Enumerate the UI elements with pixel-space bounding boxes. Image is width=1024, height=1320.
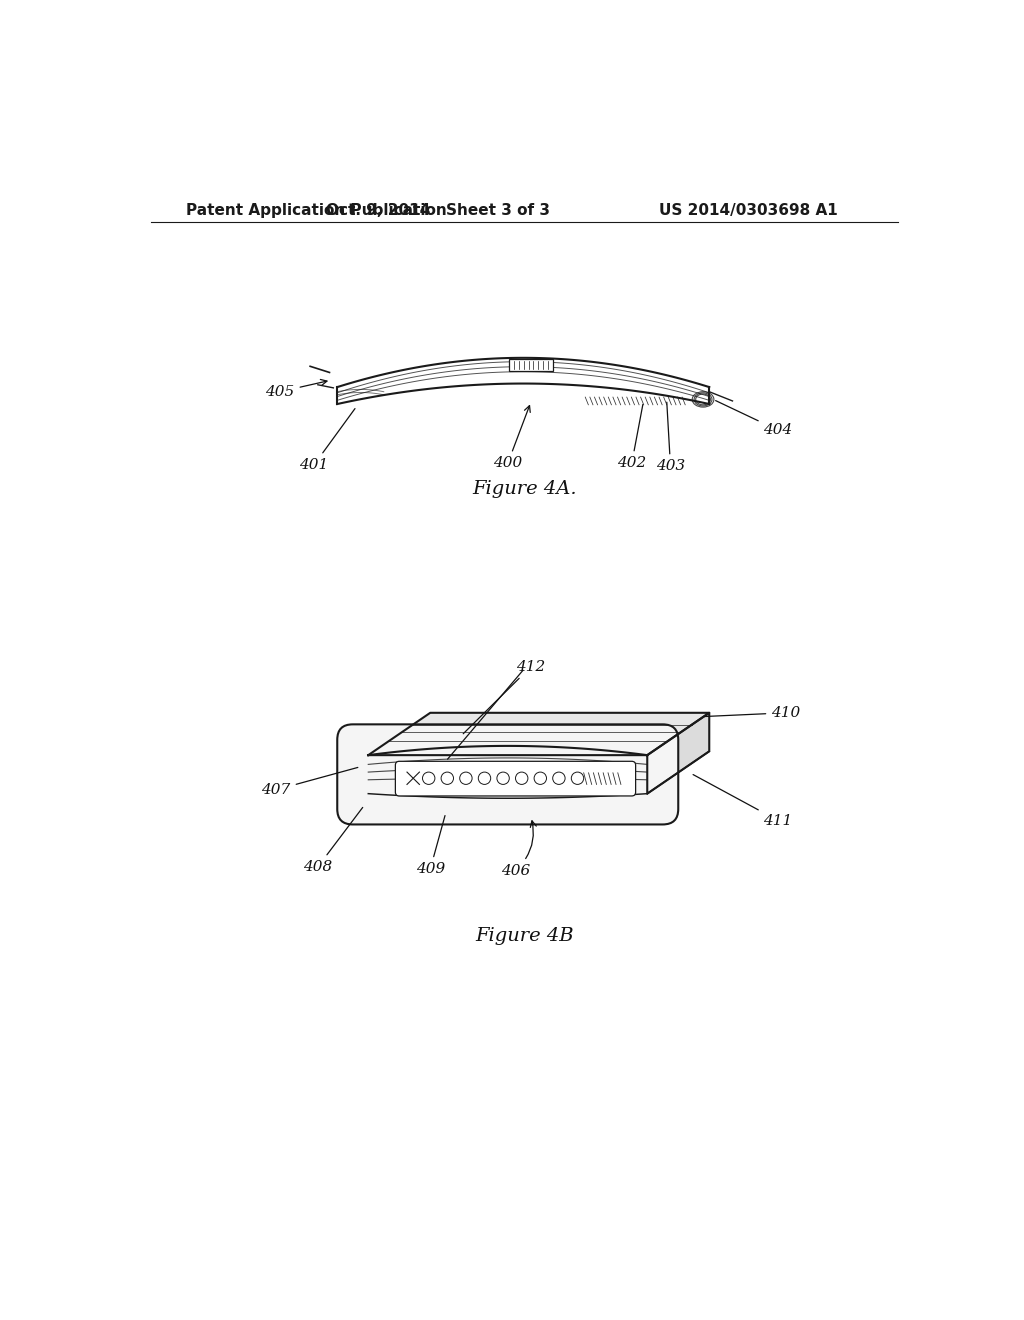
FancyBboxPatch shape — [395, 762, 636, 796]
Text: 407: 407 — [261, 767, 357, 797]
Text: 410: 410 — [705, 706, 801, 719]
Circle shape — [553, 772, 565, 784]
Text: 406: 406 — [501, 821, 537, 878]
Text: 402: 402 — [617, 404, 646, 470]
Circle shape — [515, 772, 528, 784]
Text: 408: 408 — [303, 808, 362, 874]
Text: 401: 401 — [299, 409, 355, 471]
Text: 411: 411 — [693, 775, 793, 828]
Circle shape — [535, 772, 547, 784]
Polygon shape — [369, 713, 710, 755]
Text: 409: 409 — [416, 816, 445, 876]
Text: US 2014/0303698 A1: US 2014/0303698 A1 — [658, 203, 838, 218]
Circle shape — [478, 772, 490, 784]
Circle shape — [571, 772, 584, 784]
Text: 405: 405 — [265, 379, 327, 399]
Text: Figure 4A.: Figure 4A. — [472, 480, 578, 499]
Circle shape — [423, 772, 435, 784]
Text: 404: 404 — [716, 400, 793, 437]
Text: 412: 412 — [463, 660, 546, 734]
Text: Oct. 9, 2014   Sheet 3 of 3: Oct. 9, 2014 Sheet 3 of 3 — [326, 203, 550, 218]
Circle shape — [460, 772, 472, 784]
FancyBboxPatch shape — [509, 359, 554, 371]
FancyBboxPatch shape — [337, 725, 678, 825]
Text: Patent Application Publication: Patent Application Publication — [186, 203, 446, 218]
Circle shape — [441, 772, 454, 784]
Text: Figure 4B: Figure 4B — [475, 927, 574, 945]
Text: 400: 400 — [494, 405, 530, 470]
Polygon shape — [647, 713, 710, 793]
Text: 403: 403 — [656, 403, 685, 474]
Circle shape — [497, 772, 509, 784]
